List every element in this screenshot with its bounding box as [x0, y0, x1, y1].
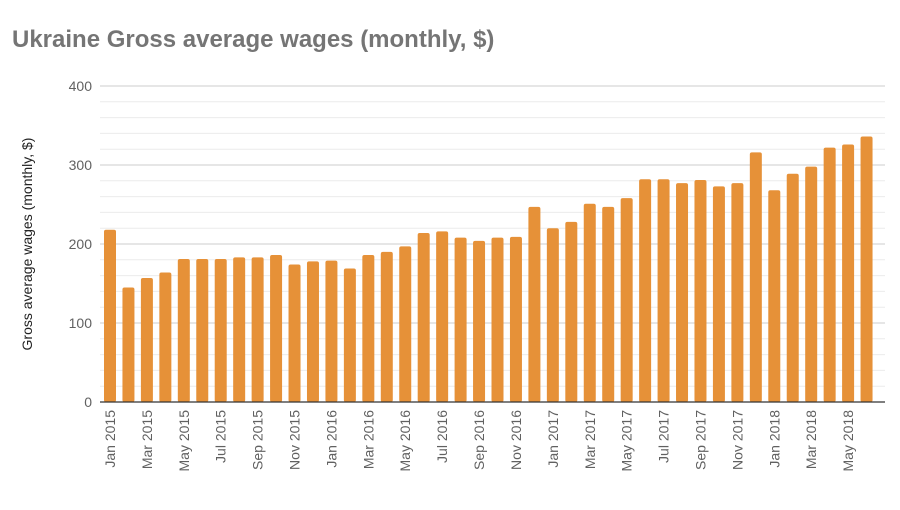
x-tick-label: Sep 2016: [471, 410, 487, 470]
bar: [694, 180, 707, 402]
bar: [454, 237, 467, 402]
bar: [306, 261, 319, 402]
y-tick-label: 200: [69, 236, 93, 252]
bar: [657, 179, 670, 402]
x-tick-label: Nov 2017: [729, 410, 745, 470]
bar: [104, 229, 116, 402]
x-tick-label: Jul 2017: [656, 410, 672, 463]
bar: [491, 237, 504, 402]
bar: [251, 257, 264, 402]
bar: [805, 166, 818, 402]
bar: [639, 179, 652, 402]
bar: [140, 277, 153, 402]
bar: [583, 203, 596, 402]
chart-title: Ukraine Gross average wages (monthly, $): [12, 26, 495, 53]
bar: [177, 259, 190, 402]
y-axis-title: Gross average wages (monthly, $): [19, 138, 35, 351]
x-tick-label: May 2017: [619, 410, 635, 472]
bar: [343, 268, 356, 402]
x-tick-label: Mar 2015: [139, 410, 155, 469]
bar: [325, 260, 338, 402]
x-tick-label: Sep 2015: [250, 410, 266, 470]
bar: [768, 190, 781, 402]
bar: [122, 287, 135, 402]
bar: [436, 231, 449, 402]
bar: [823, 147, 836, 402]
y-tick-label: 300: [69, 157, 93, 173]
y-tick-label: 0: [84, 394, 92, 410]
x-tick-label: Jul 2015: [213, 410, 229, 463]
bar: [233, 257, 246, 402]
x-tick-label: May 2016: [397, 410, 413, 472]
x-tick-label: May 2015: [176, 410, 192, 472]
bar: [731, 183, 744, 402]
x-tick-label: Mar 2018: [803, 410, 819, 469]
x-tick-label: Mar 2016: [360, 410, 376, 469]
x-tick-label: Nov 2016: [508, 410, 524, 470]
bar: [509, 236, 522, 402]
bar: [473, 240, 486, 402]
x-tick-label: Jan 2017: [545, 410, 561, 468]
x-tick-label: Mar 2017: [582, 410, 598, 469]
bar: [842, 144, 855, 402]
bar: [362, 255, 375, 402]
bar: [712, 186, 725, 402]
bar: [288, 264, 301, 402]
bar: [620, 198, 633, 402]
bar: [270, 255, 283, 402]
bar: [565, 221, 578, 402]
bar: [546, 228, 559, 402]
bar: [528, 206, 541, 402]
x-tick-label: Nov 2015: [287, 410, 303, 470]
bar: [214, 259, 227, 402]
bar: [676, 183, 689, 402]
x-tick-label: Jul 2016: [434, 410, 450, 463]
bar: [749, 152, 762, 402]
x-tick-label: Jan 2016: [323, 410, 339, 468]
bar: [159, 272, 172, 402]
y-tick-label: 400: [69, 78, 93, 94]
x-tick-label: Jan 2015: [102, 410, 118, 468]
bar: [786, 173, 799, 402]
x-tick-label: Jan 2018: [766, 410, 782, 468]
bar: [399, 246, 412, 402]
bar: [417, 232, 430, 402]
bar: [602, 206, 615, 402]
x-tick-label: May 2018: [840, 410, 856, 472]
bar: [860, 136, 873, 402]
x-tick-label: Sep 2017: [692, 410, 708, 470]
bar: [196, 259, 209, 402]
y-tick-label: 100: [69, 315, 93, 331]
bar: [380, 251, 393, 402]
